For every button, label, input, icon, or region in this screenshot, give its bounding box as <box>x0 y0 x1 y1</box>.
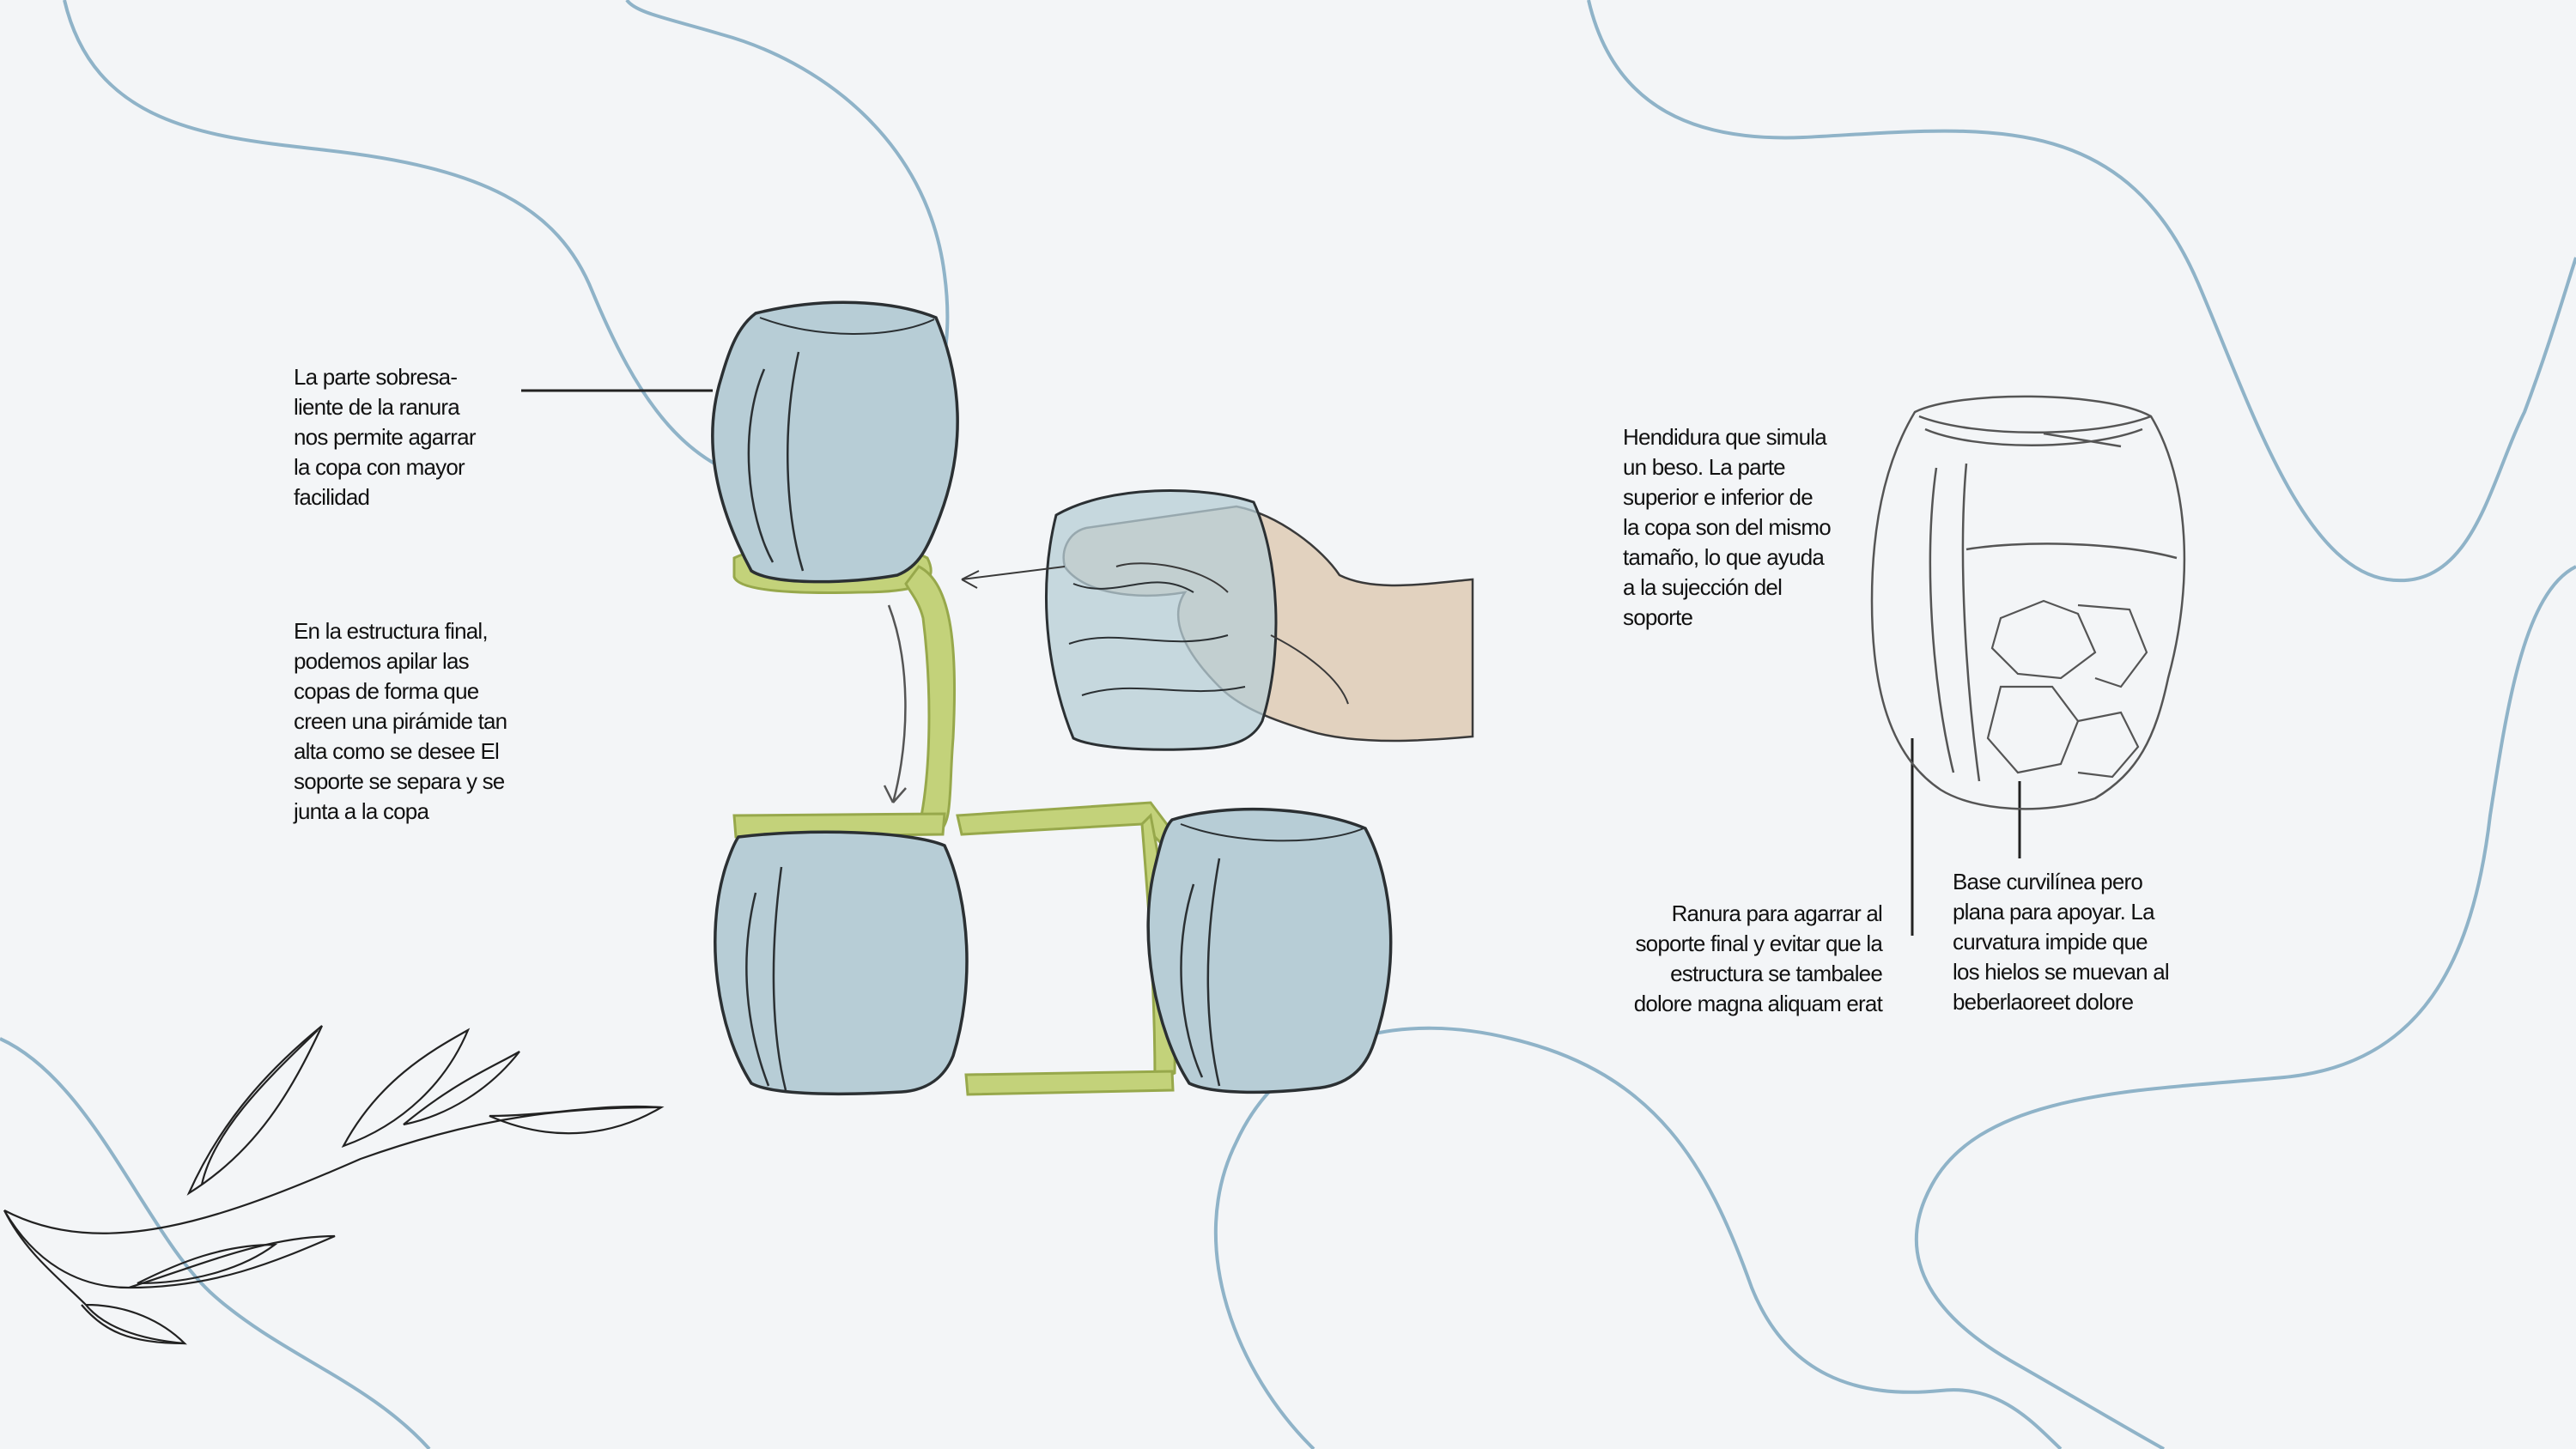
wave-bottom-left <box>0 1037 431 1449</box>
note-grip: La parte sobresa- liente de la ranura no… <box>294 364 476 510</box>
note-groove: Ranura para agarrar al soporte final y e… <box>1633 900 1883 1016</box>
support-bottom-bar <box>964 1070 1175 1096</box>
note-base: Base curvilínea pero plana para apoyar. … <box>1953 869 2170 1015</box>
glass-top <box>711 300 959 584</box>
sketch-glass <box>1870 395 2186 810</box>
ice-cubes-icon <box>1986 599 2148 779</box>
note-stacking: En la estructura final, podemos apilar l… <box>294 618 507 824</box>
wave-top-right <box>1587 0 2576 583</box>
leader-lines <box>521 389 2021 936</box>
note-kiss-slot: Hendidura que simula un beso. La parte s… <box>1623 424 1832 630</box>
wave-bottom-center <box>1213 1026 2063 1449</box>
glass-bottom-right <box>1146 807 1393 1094</box>
hand-holding-glass <box>961 488 1474 751</box>
support-top-arm <box>904 565 957 834</box>
wave-bottom-right <box>1915 565 2576 1449</box>
leaf-branch-icon <box>3 1025 665 1345</box>
stack-arrow <box>883 604 907 803</box>
glass-bottom-left <box>714 830 969 1096</box>
support-middle-bar <box>732 812 946 839</box>
